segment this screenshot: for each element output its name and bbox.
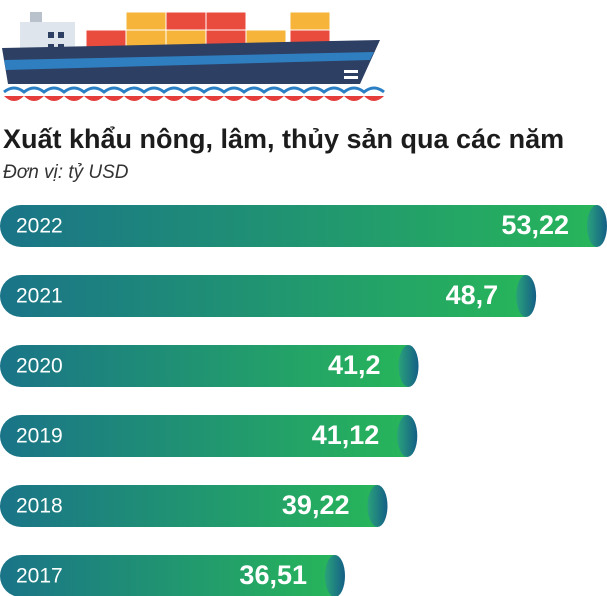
bar [0,555,335,596]
bar [0,205,597,247]
chart-title: Xuất khẩu nông, lâm, thủy sản qua các nă… [3,124,564,154]
category-label: 2018 [16,495,63,518]
value-label: 41,12 [312,420,380,450]
value-label: 39,22 [282,490,350,520]
bar-cap [325,555,345,596]
bar [0,345,409,387]
category-label: 2019 [16,425,63,448]
bar-cap [398,345,419,387]
bar-cap [367,485,388,527]
ship-illustration [0,11,385,108]
bar-cap [516,275,537,317]
category-label: 2017 [16,565,63,588]
bar [0,485,378,527]
category-label: 2021 [16,285,63,308]
value-label: 48,7 [446,280,499,310]
chart-subtitle: Đơn vị: tỷ USD [3,162,129,183]
value-label: 36,51 [239,560,307,590]
bar-cap [587,205,607,247]
category-label: 2020 [16,355,63,378]
category-label: 2022 [16,215,63,238]
value-label: 41,2 [328,350,381,380]
bar-cap [397,415,418,457]
bar [0,415,408,457]
bar [0,275,527,317]
value-label: 53,22 [501,210,569,240]
